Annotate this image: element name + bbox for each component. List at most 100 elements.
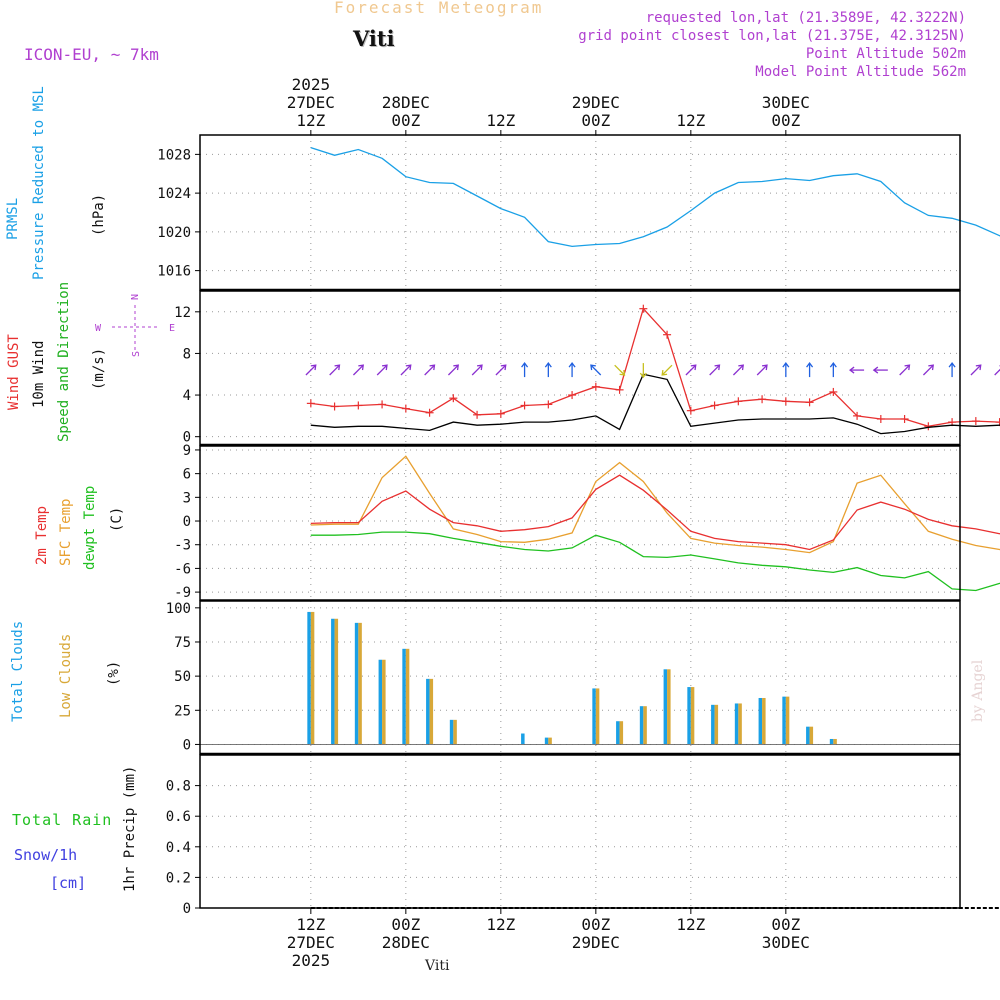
low-cloud-bar [619,721,624,745]
time-label-bottom: 00Z [771,915,800,934]
total-cloud-bar [544,737,549,745]
wind-arrow-head [381,364,388,371]
wind-arrow-head [904,364,911,371]
wind-arrow-head [590,364,596,371]
low-cloud-bar [405,648,410,745]
wind-arrow [447,364,459,376]
total-cloud-bar [663,669,668,745]
wind-arrow-head [334,364,341,371]
low-cloud-bar [785,696,790,745]
wind-arrow [471,364,483,376]
wind-arrow-head [544,361,552,368]
wind-arrow-head [521,361,529,368]
low-cloud-bar [429,678,434,745]
wind-arrow-head [661,369,668,376]
total-cloud-bar [734,703,739,745]
time-label-bottom: 28DEC [382,933,430,952]
wind-arrow-head [453,364,459,371]
total-cloud-bar [639,706,644,745]
rain-label: Total Rain [12,811,113,829]
low-cloud-bar [595,688,600,745]
wind-arrow [756,364,768,376]
compass-e: E [169,323,175,334]
time-label-bottom: 12Z [296,915,325,934]
y-tick-label: 4 [183,388,191,404]
low-cloud-bar [453,719,457,745]
wind-arrow-head [476,364,483,371]
total-cloud-bar [307,611,311,745]
wind-arrow [994,368,1000,376]
sfc-temp-line [310,455,1000,554]
time-label-top: 29DEC [572,93,620,112]
low-cloud-bar [833,738,837,745]
y-tick-label: 0.2 [166,870,191,886]
low-cloud-bar [334,618,339,745]
y-tick-label: 0.6 [166,809,191,825]
wind-arrow [732,364,744,376]
low-cloud-bar [310,611,315,745]
wind-arrow-head [639,372,647,379]
y-tick-label: 1024 [157,186,191,202]
time-label-bottom: 2025 [292,951,331,970]
requested-coords: requested lon,lat (21.3589E, 42.3222N) [645,10,966,26]
compass-s: S [131,351,142,357]
wind-arrow-head [405,364,412,371]
y-tick-label: 50 [174,669,191,685]
time-label-top: 28DEC [382,93,430,112]
time-label-top: 27DEC [287,93,335,112]
wind-arrow [495,364,507,376]
point-altitude: Point Altitude 502m [805,46,966,62]
total-cloud-bar [829,738,834,745]
snow-label: Snow/1h [14,846,78,864]
low-cloud-bar [667,669,671,745]
y-tick-label: 3 [183,490,191,506]
time-label-top: 12Z [486,111,515,130]
time-label-bottom: 00Z [391,915,420,934]
total-cloud-bar [354,622,359,745]
y-tick-label: 0 [183,901,191,917]
model-label: ICON-EU, ~ 7km [24,45,159,64]
gridpoint-coords: grid point closest lon,lat (21.375E, 42.… [578,28,966,44]
total-cloud-bar [449,719,454,745]
model-altitude: Model Point Altitude 562m [755,64,966,80]
panel-frame [199,754,961,909]
gust-line [310,307,1000,427]
wind-arrow [709,364,720,376]
footer-station: Viti [425,958,450,974]
y-tick-label: -3 [174,538,191,554]
y-tick-label: 0 [183,514,191,530]
wind-arrow [424,364,435,376]
wind-arrow-head [829,361,837,368]
wind-arrow-head [738,364,744,371]
wind-arrow [685,364,697,376]
y-tick-label: 100 [166,601,191,617]
low-cloud-bar [809,726,814,745]
time-label-top: 00Z [391,111,420,130]
time-label-bottom: 00Z [581,915,610,934]
total-cloud-bar [711,704,715,745]
total-cloud-bar [616,721,620,745]
wind-arrow-head [568,361,576,368]
wind-arrow [329,364,340,376]
time-label-top: 00Z [581,111,610,130]
wind-arrow [970,364,982,376]
pressure-line [310,146,1000,248]
y-tick-label: 12 [174,305,191,321]
wind-arrow-head [690,364,697,371]
wind-arrow [305,364,317,376]
y-tick-label: 0 [183,430,191,446]
time-label-top: 00Z [771,111,800,130]
y-tick-label: 0 [183,737,191,753]
total-cloud-bar [758,697,763,745]
compass-n: N [130,294,141,300]
time-label-bottom: 30DEC [762,933,810,952]
wind-arrow-head [310,364,317,371]
wind-arrow [400,364,412,376]
wind-arrow [899,364,910,376]
wind-arrow [352,364,364,376]
wind-arrow-head [761,364,768,371]
wind-arrow-head [500,364,507,371]
total-cloud-bar [782,696,786,745]
compass-w: W [95,323,102,334]
